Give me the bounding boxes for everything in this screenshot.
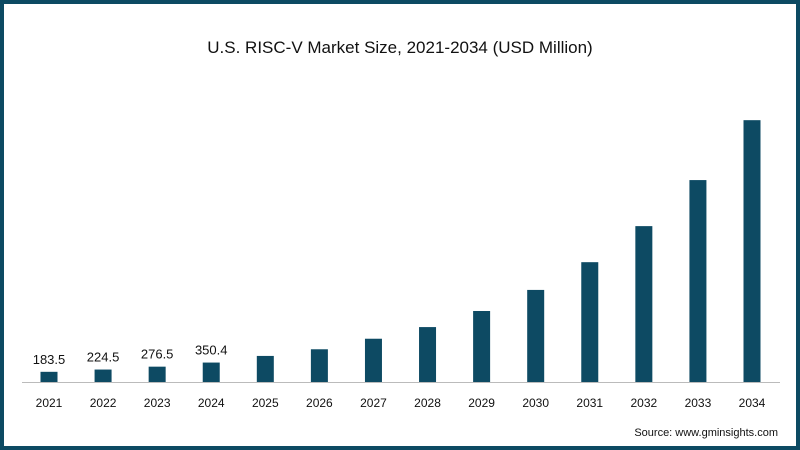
bar-2029 (473, 310, 491, 382)
bar-2024 (202, 362, 220, 382)
x-tick-label: 2024 (198, 396, 225, 410)
x-tick-label: 2023 (144, 396, 171, 410)
x-tick-label: 2029 (468, 396, 495, 410)
bar-2025 (256, 355, 274, 382)
x-tick-label: 2031 (576, 396, 603, 410)
bar-2030 (527, 289, 545, 382)
x-tick-label: 2032 (630, 396, 657, 410)
x-tick-label: 2028 (414, 396, 441, 410)
chart-title: U.S. RISC-V Market Size, 2021-2034 (USD … (207, 38, 593, 57)
data-label: 183.5 (33, 352, 66, 367)
x-tick-label: 2030 (522, 396, 549, 410)
bar-2033 (689, 180, 707, 382)
bar-2034 (743, 120, 761, 382)
bar-2026 (310, 349, 328, 382)
bar-2028 (419, 327, 437, 382)
data-label: 350.4 (195, 343, 228, 358)
x-tick-label: 2021 (36, 396, 63, 410)
bar-2021 (40, 371, 58, 382)
x-tick-label: 2025 (252, 396, 279, 410)
bar-2027 (364, 338, 382, 382)
bar-2032 (635, 226, 653, 382)
source-note: Source: www.gminsights.com (634, 427, 778, 439)
x-tick-label: 2033 (685, 396, 712, 410)
x-tick-label: 2027 (360, 396, 387, 410)
data-label: 276.5 (141, 347, 174, 362)
x-tick-label: 2034 (739, 396, 766, 410)
x-tick-label: 2022 (90, 396, 117, 410)
bar-2022 (94, 369, 112, 382)
data-label: 224.5 (87, 350, 120, 365)
bar-2031 (581, 262, 599, 382)
bar-2023 (148, 366, 166, 382)
x-tick-label: 2026 (306, 396, 333, 410)
